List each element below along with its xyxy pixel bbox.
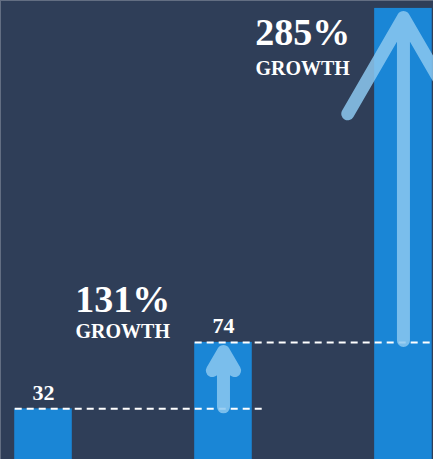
svg-text:285%: 285%	[255, 11, 350, 53]
svg-text:131%: 131%	[75, 278, 170, 320]
svg-text:GROWTH: GROWTH	[255, 57, 350, 79]
svg-text:GROWTH: GROWTH	[75, 320, 170, 342]
svg-text:32: 32	[33, 380, 55, 405]
svg-text:74: 74	[212, 313, 234, 338]
